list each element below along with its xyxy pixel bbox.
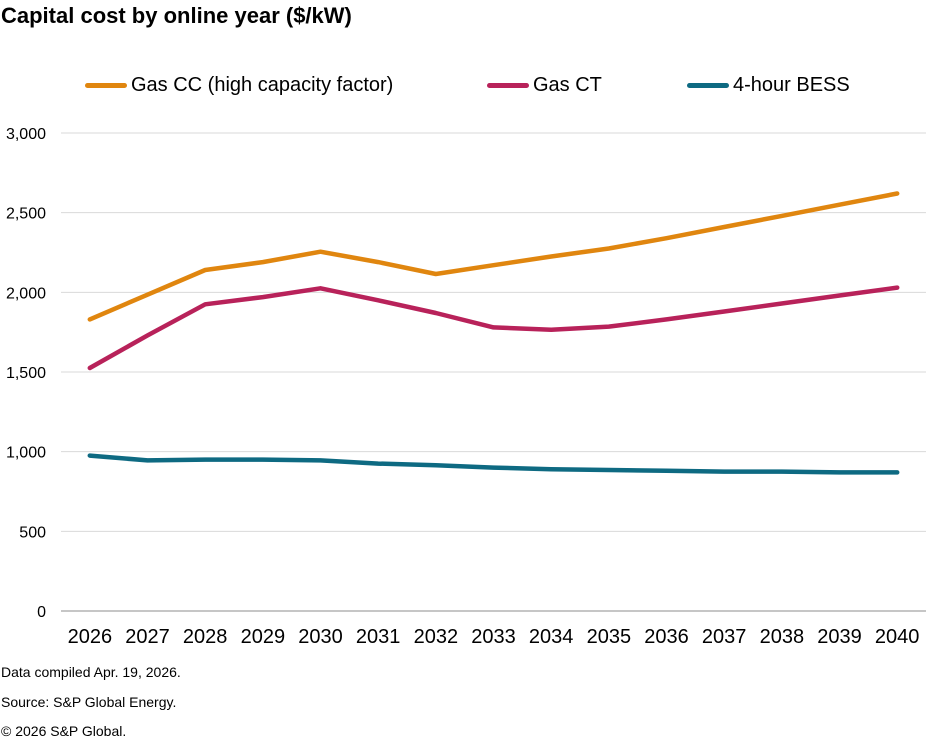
- y-tick-label: 3,000: [6, 126, 46, 143]
- x-tick-label: 2032: [414, 626, 459, 648]
- y-tick-label: 1,000: [6, 445, 46, 462]
- x-tick-label: 2034: [529, 626, 574, 648]
- y-tick-label: 500: [19, 524, 46, 541]
- series-line-bess: [87, 453, 900, 475]
- x-tick-label: 2027: [125, 626, 170, 648]
- legend-swatch-gas-ct: [487, 82, 529, 88]
- chart-title: Capital cost by online year ($/kW): [1, 3, 352, 28]
- x-tick-label: 2029: [241, 626, 286, 648]
- legend-label-bess: 4-hour BESS: [733, 73, 850, 96]
- y-tick-label: 1,500: [6, 365, 46, 382]
- legend-label-gas-ct: Gas CT: [533, 73, 602, 96]
- y-tick-label: 2,000: [6, 285, 46, 302]
- footer-compiled: Data compiled Apr. 19, 2026.: [1, 664, 181, 680]
- x-tick-label: 2040: [875, 626, 920, 648]
- x-tick-label: 2031: [356, 626, 401, 648]
- legend-label-gas-cc: Gas CC (high capacity factor): [131, 73, 394, 96]
- legend-swatch-bess: [687, 82, 729, 88]
- y-tick-label: 2,500: [6, 206, 46, 223]
- legend-item-gas-cc: Gas CC (high capacity factor): [85, 70, 393, 100]
- legend-swatch-gas-cc: [85, 82, 127, 88]
- footer-source: Source: S&P Global Energy.: [1, 694, 177, 710]
- series-line-gas-ct: [87, 285, 900, 371]
- footer-copyright: © 2026 S&P Global.: [1, 723, 127, 739]
- x-tick-label: 2035: [587, 626, 632, 648]
- x-tick-label: 2026: [68, 626, 113, 648]
- legend-item-gas-ct: Gas CT: [487, 70, 602, 100]
- chart-legend: Gas CC (high capacity factor) Gas CT 4-h…: [0, 70, 932, 100]
- x-tick-label: 2039: [817, 626, 862, 648]
- y-tick-label: 0: [37, 604, 46, 621]
- x-tick-label: 2036: [644, 626, 689, 648]
- x-tick-label: 2028: [183, 626, 228, 648]
- line-chart: 0 500 1,000 1,500 2,000 2,500 3,000 2026 2027 202…: [6, 126, 926, 648]
- x-tick-label: 2033: [471, 626, 516, 648]
- x-tick-label: 2037: [702, 626, 747, 648]
- legend-item-bess: 4-hour BESS: [687, 70, 850, 100]
- series-line-gas-cc: [87, 191, 900, 322]
- x-tick-label: 2030: [298, 626, 343, 648]
- x-tick-label: 2038: [760, 626, 805, 648]
